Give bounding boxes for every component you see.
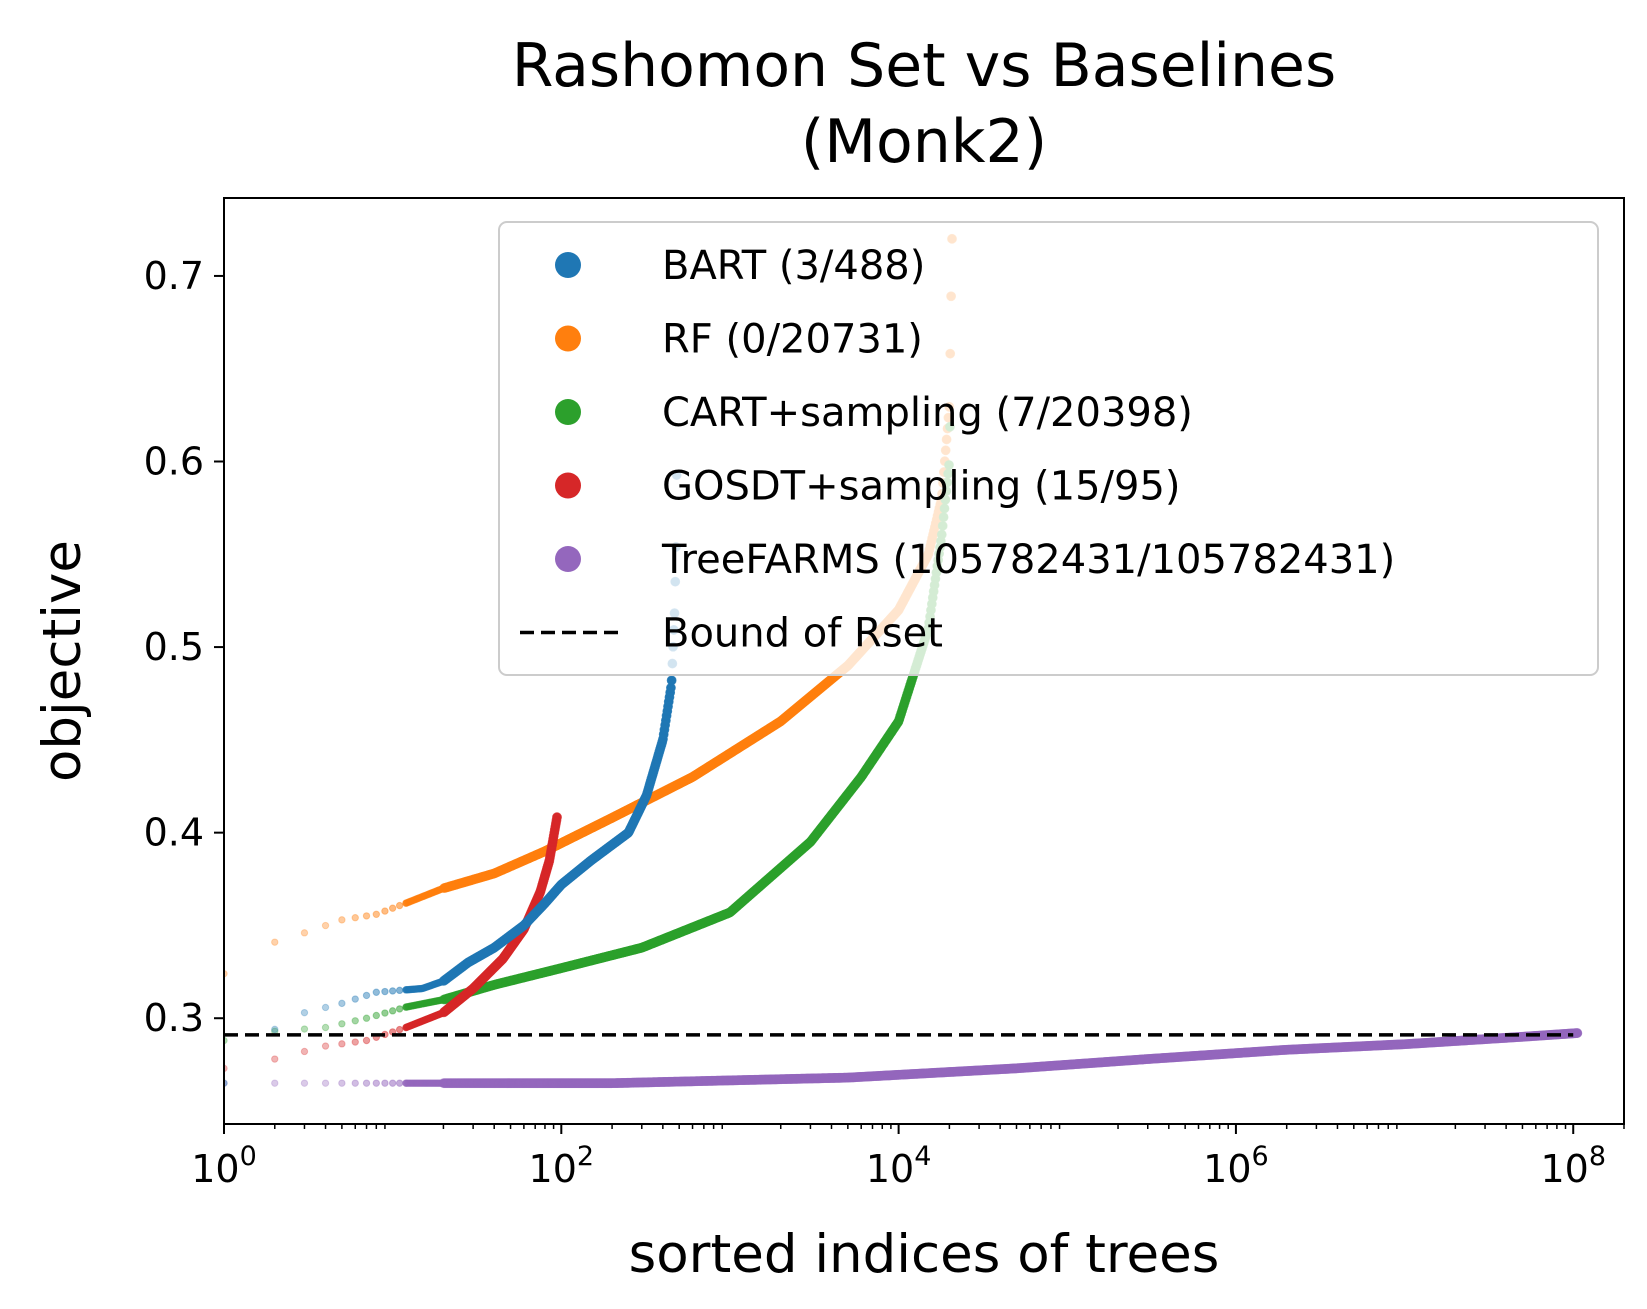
data-point — [321, 1023, 330, 1032]
x-tick-label-4: 108 — [1540, 1141, 1606, 1191]
y-axis-label: objective — [32, 540, 93, 782]
data-point — [300, 1079, 309, 1087]
data-point — [381, 1009, 389, 1017]
data-point — [321, 921, 330, 930]
data-point — [552, 812, 562, 823]
y-tick-label-0: 0.3 — [144, 996, 204, 1040]
legend-box — [498, 221, 1599, 676]
legend-label-4: TreeFARMS (105782431/105782431) — [661, 537, 1395, 583]
legend: BART (3/488) RF (0/20731) CART+sampling (7… — [498, 221, 1599, 676]
legend-marker-2 — [555, 399, 581, 425]
data-point — [388, 987, 397, 995]
data-point — [300, 1025, 309, 1033]
data-point — [362, 1036, 371, 1045]
data-point — [395, 1005, 404, 1013]
data-point — [372, 1011, 381, 1020]
x-axis: 100 102 104 106 108 — [191, 1124, 1625, 1191]
data-point — [395, 1079, 404, 1087]
legend-marker-1 — [555, 325, 581, 352]
x-axis-label: sorted indices of trees — [629, 1224, 1220, 1285]
data-point — [372, 988, 381, 996]
data-point — [271, 938, 279, 946]
data-point — [271, 1055, 279, 1063]
data-point — [362, 991, 371, 1000]
data-point — [338, 999, 346, 1008]
data-point — [395, 986, 404, 995]
data-point — [271, 1079, 279, 1087]
data-point — [381, 1079, 389, 1087]
y-axis: 0.3 0.4 0.5 0.6 0.7 — [144, 254, 224, 1040]
data-point — [395, 1025, 404, 1034]
legend-marker-0 — [555, 252, 581, 278]
data-point — [271, 1025, 279, 1034]
data-point — [321, 1042, 330, 1050]
chart-title-line2: (Monk2) — [801, 107, 1047, 177]
y-tick-label-4: 0.7 — [144, 254, 204, 298]
series-4 — [224, 1028, 1583, 1089]
legend-label-0: BART (3/488) — [662, 243, 925, 289]
x-tick-label-1: 102 — [529, 1141, 595, 1191]
data-point — [388, 904, 397, 912]
data-point — [388, 1079, 397, 1087]
data-point — [395, 901, 404, 910]
data-point — [666, 675, 677, 686]
data-point — [300, 1008, 309, 1017]
data-point — [338, 1020, 346, 1028]
legend-label-1: RF (0/20731) — [662, 317, 923, 363]
y-tick-label-1: 0.4 — [144, 811, 204, 855]
data-point — [381, 907, 389, 915]
data-point — [372, 1079, 381, 1087]
data-point — [388, 1007, 397, 1015]
data-point — [381, 987, 389, 996]
data-point — [372, 910, 381, 918]
data-point — [321, 1003, 330, 1012]
data-point — [351, 995, 359, 1003]
data-point — [338, 1079, 346, 1087]
data-point — [300, 1047, 309, 1056]
data-point — [338, 916, 346, 924]
data-point — [321, 1079, 330, 1087]
legend-marker-3 — [555, 472, 581, 499]
data-point — [351, 1079, 359, 1087]
data-point — [351, 914, 359, 922]
legend-marker-4 — [555, 546, 581, 572]
y-tick-label-3: 0.6 — [144, 440, 204, 484]
data-point — [362, 912, 371, 920]
legend-label-2: CART+sampling (7/20398) — [662, 390, 1193, 436]
data-point — [1572, 1028, 1583, 1038]
data-point — [300, 929, 309, 937]
x-tick-label-2: 104 — [866, 1141, 932, 1191]
legend-label-3: GOSDT+sampling (15/95) — [662, 464, 1181, 510]
data-point — [351, 1017, 359, 1025]
data-point — [351, 1038, 359, 1046]
x-tick-label-0: 100 — [191, 1141, 257, 1191]
y-tick-label-2: 0.5 — [144, 625, 204, 669]
data-point — [362, 1079, 371, 1087]
data-point — [362, 1014, 371, 1022]
x-tick-label-3: 106 — [1203, 1141, 1269, 1191]
data-point — [338, 1040, 346, 1048]
legend-label-5: Bound of Rset — [662, 611, 943, 657]
chart-title-line1: Rashomon Set vs Baselines — [512, 31, 1336, 101]
